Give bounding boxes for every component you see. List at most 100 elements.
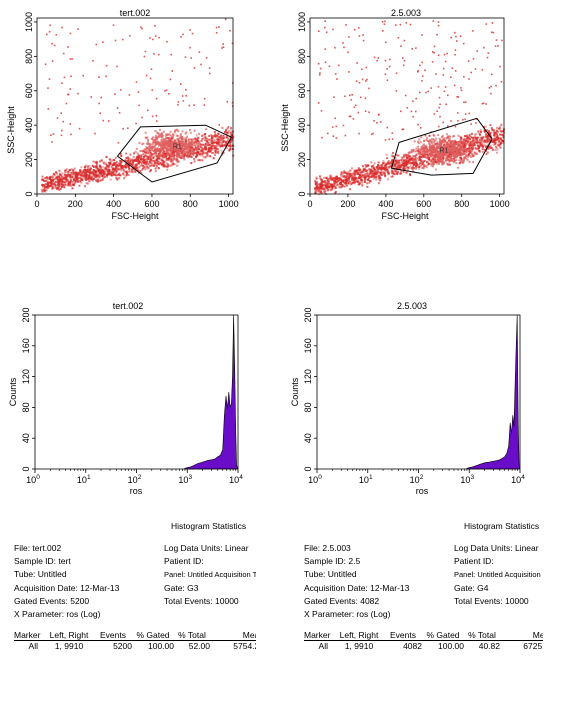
scatter-point	[463, 101, 465, 104]
scatter-point	[334, 179, 337, 182]
scatter-point	[496, 148, 499, 151]
scatter-point	[221, 138, 224, 141]
scatter-point	[456, 40, 458, 42]
stats-left-column: File: 2.5.003 Sample ID: 2.5 Tube: Untit…	[304, 542, 409, 621]
scatter-point	[214, 134, 217, 137]
chart-title: tert.002	[120, 8, 151, 18]
scatter-point	[169, 134, 172, 137]
scatter-point	[121, 165, 124, 168]
scatter-point	[460, 137, 463, 139]
scatter-point	[63, 183, 66, 186]
scatter-point	[468, 78, 470, 80]
scatter-point	[400, 110, 402, 113]
scatter-point	[53, 186, 56, 189]
scatter-point	[387, 178, 389, 181]
scatter-point	[414, 150, 417, 153]
scatter-point	[112, 24, 115, 26]
scatter-point	[98, 76, 100, 78]
scatter-point	[157, 157, 159, 160]
scatter-point	[411, 159, 414, 162]
scatter-point	[420, 127, 422, 129]
scatter-point	[330, 184, 333, 187]
scatter-point	[467, 154, 470, 157]
scatter-point	[343, 46, 345, 49]
scatter-point	[449, 155, 452, 158]
scatter-point	[97, 173, 100, 176]
scatter-point	[422, 143, 425, 146]
scatter-point	[156, 147, 159, 150]
scatter-point	[183, 158, 186, 161]
scatter-point	[344, 182, 346, 185]
scatter-point	[178, 152, 181, 155]
scatter-point	[134, 158, 136, 161]
scatter-point	[184, 132, 187, 135]
scatter-point	[199, 152, 202, 155]
scatter-point	[141, 143, 144, 146]
scatter-point	[134, 158, 137, 161]
scatter-point	[184, 138, 187, 141]
scatter-point	[415, 162, 418, 165]
scatter-point	[130, 170, 133, 173]
scatter-point	[329, 175, 332, 178]
scatter-point	[67, 170, 70, 173]
scatter-point	[386, 79, 389, 81]
scatter-point	[366, 185, 369, 188]
scatter-point	[192, 150, 194, 153]
scatter-point	[115, 171, 118, 174]
scatter-point	[54, 178, 56, 180]
scatter-point	[500, 81, 503, 83]
scatter-point	[102, 176, 105, 179]
scatter-point	[81, 174, 84, 177]
scatter-point	[355, 172, 357, 175]
scatter-point	[157, 153, 160, 156]
scatter-point	[355, 80, 358, 83]
scatter-point	[339, 182, 342, 185]
scatter-point	[335, 137, 338, 139]
scatter-point	[373, 176, 376, 179]
scatter-point	[147, 157, 150, 160]
scatter-point	[191, 143, 193, 146]
scatter-point	[478, 149, 481, 152]
scatter-point	[331, 183, 334, 186]
gate-polygon[interactable]	[390, 117, 493, 176]
scatter-point	[381, 171, 384, 174]
scatter-point	[462, 156, 465, 159]
scatter-point	[136, 169, 139, 172]
scatter-point	[474, 139, 477, 142]
scatter-point	[406, 162, 409, 165]
scatter-point	[403, 39, 406, 42]
scatter-point	[441, 150, 444, 153]
scatter-point	[470, 123, 472, 125]
scatter-point	[179, 139, 182, 142]
x-tick-label: 200	[68, 199, 83, 209]
scatter-point	[168, 153, 171, 156]
scatter-point	[146, 166, 148, 169]
scatter-point	[449, 158, 452, 161]
scatter-point	[495, 39, 498, 41]
scatter-point	[334, 46, 336, 49]
scatter-point	[423, 165, 426, 168]
scatter-point	[179, 154, 182, 157]
scatter-point	[468, 144, 471, 147]
scatter-point	[113, 173, 115, 176]
scatter-point	[458, 142, 460, 145]
scatter-point	[465, 157, 468, 160]
scatter-point	[502, 130, 505, 132]
scatter-point	[212, 157, 215, 160]
scatter-point	[447, 135, 450, 138]
scatter-point	[162, 140, 165, 143]
gate-polygon[interactable]	[116, 124, 233, 183]
scatter-point	[76, 181, 79, 183]
scatter-point	[353, 178, 356, 181]
scatter-point	[175, 157, 178, 160]
scatter-point	[155, 142, 158, 145]
scatter-point	[324, 180, 327, 183]
scatter-point	[362, 174, 365, 177]
scatter-point	[195, 134, 198, 137]
scatter-point	[479, 133, 481, 136]
scatter-point	[145, 151, 147, 154]
scatter-point	[497, 144, 500, 147]
scatter-point	[202, 152, 204, 154]
scatter-point	[342, 181, 345, 184]
scatter-point	[148, 151, 150, 154]
